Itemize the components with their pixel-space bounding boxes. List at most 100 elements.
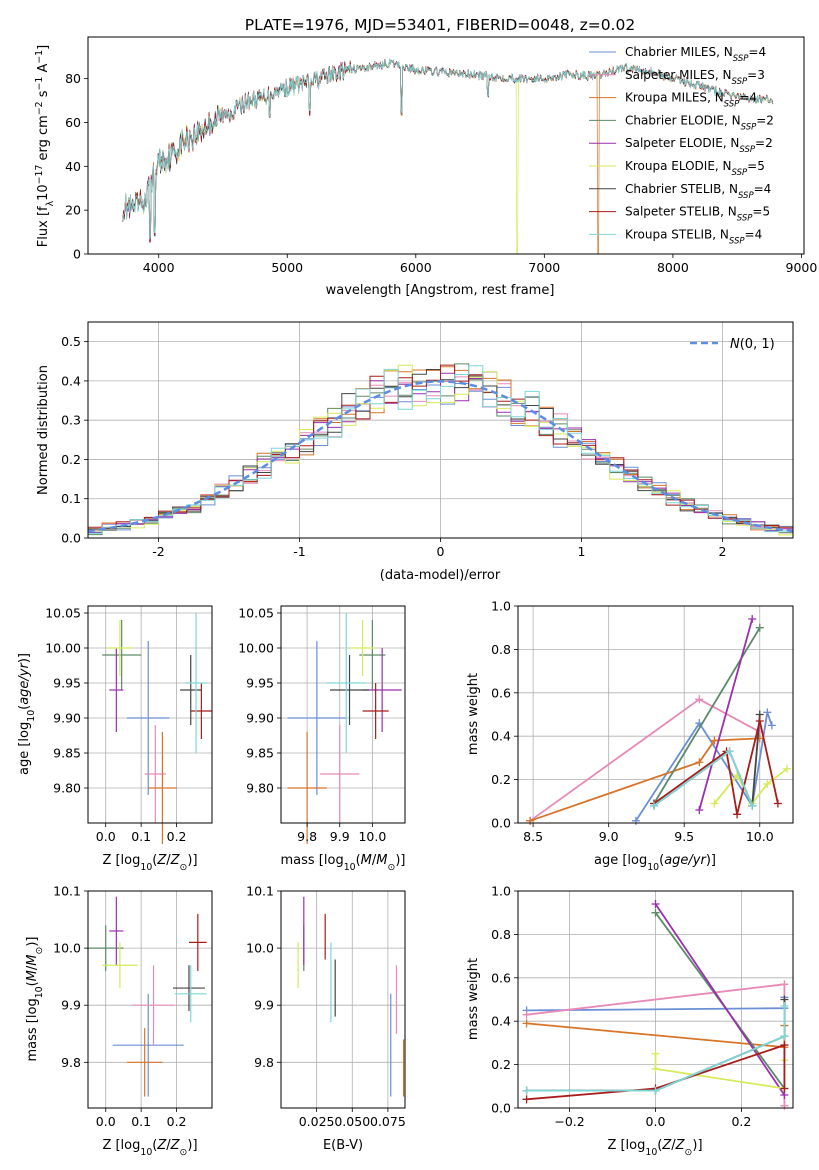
y-tick-label: 9.85 [53, 746, 81, 761]
y-tick-label: 0.8 [491, 642, 511, 657]
plot-area-mass_vs_metallicity [88, 896, 207, 1097]
axes-frame [280, 890, 406, 1109]
series-line [651, 900, 789, 1099]
x-tick-label: 2 [719, 544, 727, 559]
x-tick-label: 9.0 [599, 829, 619, 844]
y-tick-label: 9.80 [246, 781, 274, 796]
y-tick-label: 60 [65, 115, 81, 130]
y-tick-label: 80 [65, 71, 81, 86]
series-marker [763, 779, 772, 788]
axes-spectrum: 4000 5000 6000 7000 8000 9000 0 20 40 60 80 wavelen… [34, 36, 818, 298]
x-tick-label: 9.9 [330, 829, 350, 844]
series-marker [755, 623, 764, 632]
errorbar-point [174, 965, 207, 1023]
x-axis-label: Z [log10(Z/Z⊙)] [607, 1138, 702, 1158]
y-tick-label: 10.05 [238, 606, 274, 621]
series-line [695, 615, 757, 814]
errorbar-point [320, 725, 360, 823]
x-tick-label: 10.0 [358, 829, 386, 844]
axes-mass_weight_vs_metallicity: −0.2 0.0 0.2 0.0 0.2 0.4 0.6 0.8 1.0 Z [log10(Z/Z… [466, 884, 794, 1158]
y-axis-label: age [log10(age/yr)] [17, 653, 37, 775]
y-tick-label: 40 [65, 159, 81, 174]
series-line [522, 1002, 789, 1095]
legend-label: Kroupa STELIB, NSSP=4 [625, 227, 762, 246]
x-tick-label: 0.2 [167, 829, 187, 844]
series-marker [733, 810, 742, 819]
x-tick-label: 9.8 [297, 829, 317, 844]
y-axis-label: Flux [fλ10−17 erg cm−2 s−1 A−1] [34, 45, 56, 247]
series-marker [651, 908, 660, 917]
x-tick-label: 6000 [400, 260, 432, 275]
series-line [649, 717, 782, 819]
y-tick-label: 0.3 [61, 413, 81, 428]
y-tick-label: 0.4 [491, 1014, 511, 1029]
legend-label: Kroupa MILES, NSSP=4 [625, 91, 757, 110]
x-tick-label: 0.050 [334, 1114, 370, 1129]
y-tick-label: 0.2 [491, 772, 511, 787]
x-axis-label: age [log10(age/yr)] [594, 853, 716, 873]
errorbar-point [190, 683, 212, 739]
x-tick-label: 0.0 [96, 829, 116, 844]
x-tick-label: 0.2 [167, 1114, 187, 1129]
x-tick-label: −0.2 [554, 1114, 584, 1129]
y-tick-label: 0.8 [491, 927, 511, 942]
errorbar-point [362, 683, 389, 739]
x-axis-label: mass [log10(M/M⊙)] [281, 853, 406, 873]
errorbar-point [287, 732, 327, 844]
legend-label: Kroupa ELODIE, NSSP=5 [625, 159, 765, 178]
y-tick-label: 9.95 [53, 676, 81, 691]
errorbar-point [88, 925, 124, 971]
y-tick-label: 0.0 [491, 816, 511, 831]
errorbar-point [107, 620, 133, 676]
x-tick-label: 8.5 [523, 829, 543, 844]
series-marker [748, 801, 757, 810]
series-marker [710, 799, 719, 808]
series-marker [695, 758, 704, 767]
errorbar-point [287, 641, 347, 795]
y-tick-label: 10.1 [246, 884, 274, 899]
errorbar-point [126, 641, 170, 795]
histogram-step [88, 364, 793, 529]
errorbar-point [359, 620, 386, 690]
y-tick-label: 0.4 [61, 373, 81, 388]
y-tick-label: 10.00 [238, 641, 274, 656]
x-tick-label: -2 [152, 544, 164, 559]
y-tick-label: 0.2 [61, 452, 81, 467]
x-axis-label: E(B-V) [323, 1138, 363, 1153]
series-marker [780, 1032, 789, 1041]
x-tick-label: 4000 [143, 260, 175, 275]
errorbar-point [148, 732, 177, 844]
y-tick-label: 9.95 [246, 676, 274, 691]
series-marker [522, 1010, 531, 1019]
plot-area-spectrum [122, 58, 774, 255]
x-tick-label: 5000 [271, 260, 303, 275]
x-tick-label: 7000 [528, 260, 560, 275]
legend-label: N(0, 1) [730, 337, 775, 352]
axes-residuals: -2 -1 0 1 2 0.0 0.1 0.2 0.3 0.4 0.5 N(0, 1) (data-mo… [36, 321, 794, 583]
series-marker [780, 1041, 789, 1050]
errorbar-point [126, 1028, 163, 1097]
plot-area-age_vs_mass [287, 613, 402, 844]
series-path [526, 1043, 786, 1101]
y-tick-label: 1.0 [491, 884, 511, 899]
errorbar-point [102, 942, 138, 989]
x-axis-label: (data-model)/error [380, 568, 501, 583]
series-marker [763, 708, 772, 717]
x-tick-label: 0.0 [96, 1114, 116, 1129]
y-axis-label: mass [log10(M/M⊙)] [25, 937, 45, 1062]
x-tick-label: 0.0 [646, 1114, 666, 1129]
y-tick-label: 1.0 [491, 599, 511, 614]
x-tick-label: 9000 [786, 260, 818, 275]
series-marker [522, 1095, 531, 1104]
y-tick-label: 9.80 [53, 781, 81, 796]
y-tick-label: 10.05 [45, 606, 81, 621]
series-marker [782, 764, 791, 773]
axes-frame [517, 605, 794, 824]
y-axis-label: Normed distribution [36, 365, 51, 495]
series-marker [780, 980, 789, 989]
errorbar-point [349, 620, 376, 676]
x-tick-label: 0.025 [299, 1114, 335, 1129]
errorbar-point [188, 913, 207, 971]
x-axis-label: wavelength [Angstrom, rest frame] [326, 283, 555, 298]
x-tick-label: 0.2 [731, 1114, 751, 1129]
